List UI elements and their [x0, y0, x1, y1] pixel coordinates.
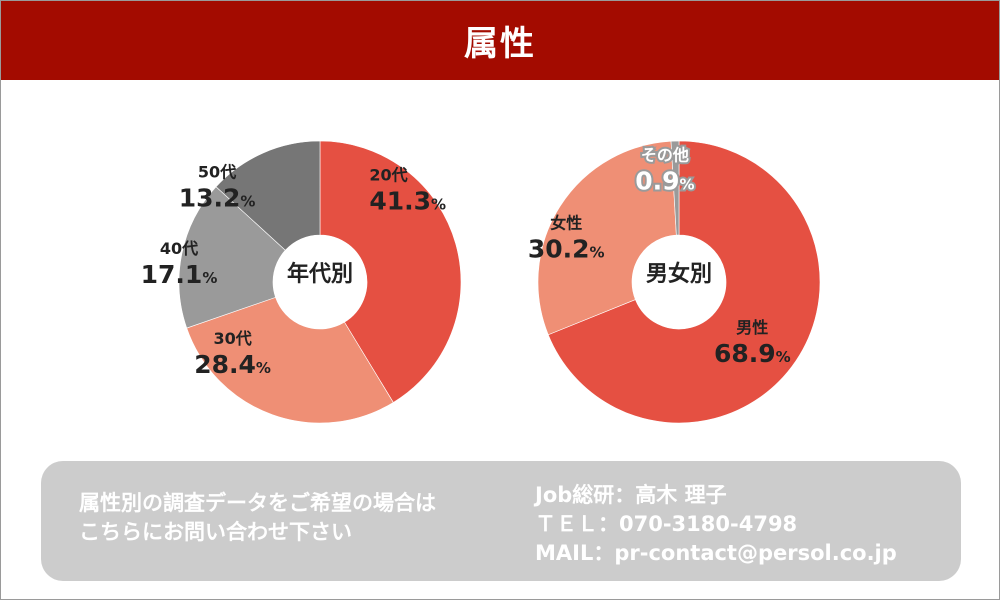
page-title: 属性 [464, 24, 536, 64]
age-center-label: 年代別 [287, 261, 353, 287]
contact-box: 属性別の調査データをご希望の場合は こちらにお問い合わせ下さい Job総研：高木… [41, 461, 961, 581]
contact-mail[interactable]: MAIL：pr-contact@persol.co.jp [535, 541, 897, 565]
gender-donut-hole [632, 235, 726, 329]
age-unit-label-4: % [240, 193, 255, 211]
gender-center-label: 男女別 [646, 261, 712, 287]
age-category-label-1: 20代 [369, 165, 407, 184]
age-category-label-4: 50代 [198, 163, 236, 182]
age-value-label-1: 41.3% [369, 186, 446, 215]
gender-category-label-1: 男性 [736, 318, 768, 337]
gender-unit-label-2: % [590, 243, 605, 261]
age-unit-label-1: % [431, 195, 446, 213]
request-line-2: こちらにお問い合わせ下さい [79, 520, 352, 544]
gender-value-label-2: 30.2% [528, 234, 605, 263]
request-line-1: 属性別の調査データをご希望の場合は [79, 491, 436, 515]
gender-category-label-3: その他 [641, 146, 689, 165]
age-unit-label-3: % [202, 269, 217, 287]
gender-unit-label-1: % [776, 348, 791, 366]
gender-unit-label-3: % [680, 176, 695, 194]
age-donut-hole [273, 235, 367, 329]
request-text: 属性別の調査データをご希望の場合は こちらにお問い合わせ下さい [79, 489, 436, 547]
contact-info: Job総研：高木 理子 ＴＥＬ：070-3180-4798 MAIL：pr-co… [535, 481, 897, 568]
contact-person: Job総研：高木 理子 [535, 483, 727, 507]
header-bar: 属性 [1, 1, 999, 80]
age-unit-label-2: % [256, 359, 271, 377]
contact-tel: ＴＥＬ：070-3180-4798 [535, 512, 798, 536]
age-category-label-2: 30代 [213, 329, 251, 348]
age-category-label-3: 40代 [160, 239, 198, 258]
gender-category-label-2: 女性 [550, 213, 582, 232]
